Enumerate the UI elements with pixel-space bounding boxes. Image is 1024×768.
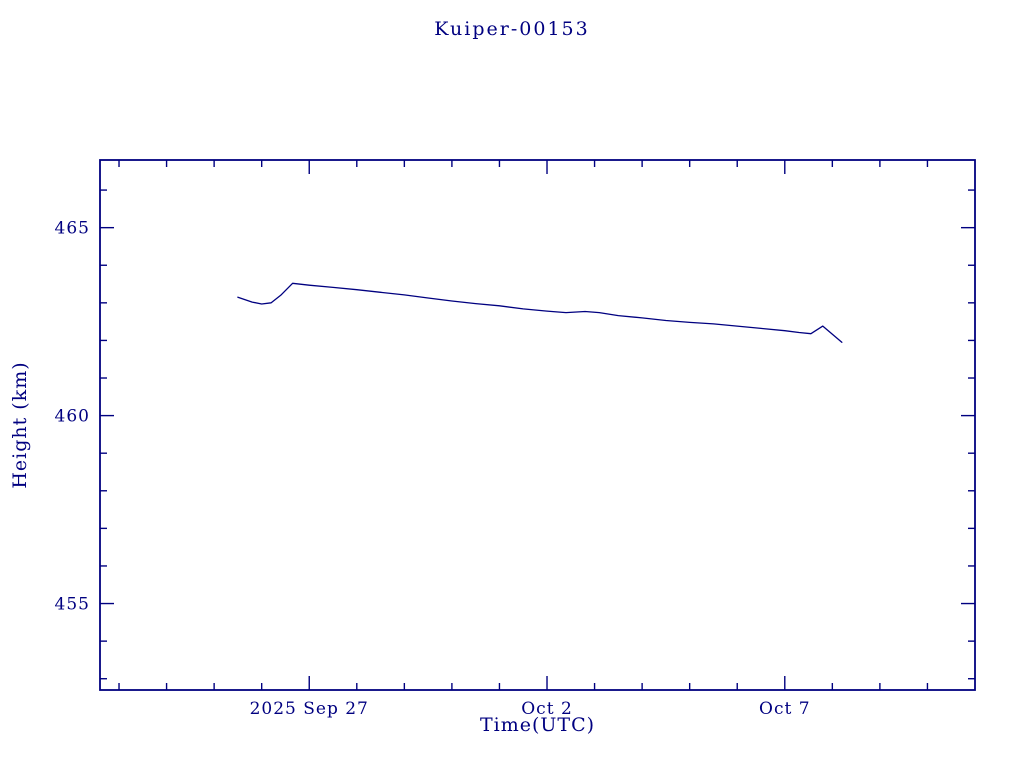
x-axis-label: Time(UTC) bbox=[479, 714, 596, 736]
y-tick-label: 465 bbox=[55, 219, 90, 239]
y-tick-label: 455 bbox=[55, 595, 90, 615]
height-series-line bbox=[237, 282, 843, 343]
x-tick-label: Oct 7 bbox=[759, 699, 811, 719]
chart-title: Kuiper-00153 bbox=[434, 18, 590, 40]
plot-frame bbox=[99, 159, 976, 691]
x-tick-label: Oct 2 bbox=[521, 699, 573, 719]
x-tick-label: 2025 Sep 27 bbox=[250, 699, 369, 719]
y-tick-label: 460 bbox=[55, 407, 90, 427]
